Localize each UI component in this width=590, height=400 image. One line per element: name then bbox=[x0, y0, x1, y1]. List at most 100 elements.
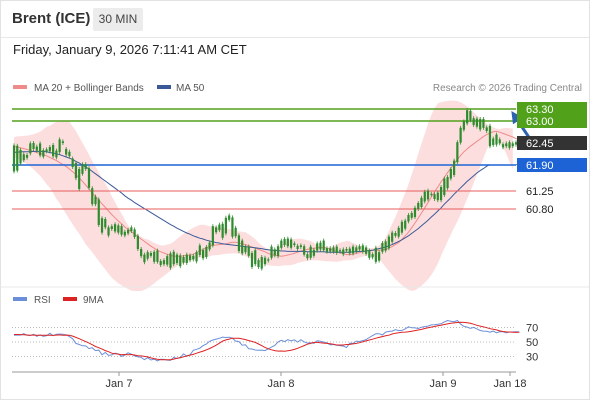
candle-body bbox=[32, 143, 35, 149]
candle-body bbox=[456, 142, 459, 163]
candle-body bbox=[257, 260, 260, 267]
candle-body bbox=[439, 187, 443, 201]
x-axis-ticks: Jan 7 Jan 8 Jan 9 Jan 18 bbox=[106, 372, 527, 390]
candle-body bbox=[348, 248, 351, 254]
candle-body bbox=[221, 223, 224, 238]
candle-body bbox=[182, 257, 185, 263]
candle-body bbox=[309, 246, 312, 258]
candle-body bbox=[146, 252, 149, 259]
candle-body bbox=[312, 249, 316, 256]
candle-body bbox=[260, 257, 263, 269]
candle-body bbox=[433, 194, 436, 199]
timestamp: Friday, January 9, 2026 7:11:41 AM CET bbox=[13, 42, 247, 57]
candle-body bbox=[100, 218, 104, 233]
candle-body bbox=[91, 188, 94, 205]
candle-body bbox=[404, 220, 407, 229]
rsi-lines bbox=[13, 319, 520, 362]
rsi-ma-legend-label: 9MA bbox=[83, 295, 104, 306]
candle-body bbox=[205, 247, 208, 257]
candle-body bbox=[479, 119, 482, 130]
resistance-label-box bbox=[517, 102, 587, 116]
candle-body bbox=[136, 235, 139, 249]
candle-body bbox=[228, 215, 231, 220]
candle-body bbox=[211, 226, 214, 246]
candle-body bbox=[325, 248, 329, 252]
candle-body bbox=[29, 143, 32, 154]
candle-body bbox=[492, 138, 495, 145]
candle-body bbox=[276, 246, 280, 257]
candle-body bbox=[368, 250, 371, 258]
candle-body bbox=[355, 247, 358, 252]
candle-body bbox=[12, 145, 16, 172]
candle-body bbox=[391, 232, 394, 242]
candle-body bbox=[449, 169, 452, 179]
timeframe-button[interactable]: 30 MIN bbox=[93, 8, 143, 31]
candle-body bbox=[400, 221, 404, 233]
rsi-ma-line bbox=[14, 321, 520, 361]
candle-body bbox=[273, 249, 276, 256]
candle-body bbox=[140, 249, 143, 257]
candle-body bbox=[48, 147, 51, 152]
candle-body bbox=[234, 227, 237, 237]
candle-body bbox=[270, 246, 273, 258]
candle-body bbox=[201, 250, 205, 259]
candle-body bbox=[501, 144, 505, 148]
candle-body bbox=[162, 260, 166, 265]
candle-body bbox=[443, 178, 446, 195]
pivot-label-box bbox=[517, 158, 587, 172]
candle-body bbox=[237, 235, 241, 251]
candle-body bbox=[381, 243, 384, 252]
candle-body bbox=[342, 249, 345, 255]
candle-body bbox=[482, 119, 485, 128]
candle-body bbox=[143, 254, 146, 263]
rsi-axis-label: 30 bbox=[526, 352, 538, 364]
candle-body bbox=[364, 247, 368, 254]
candle-body bbox=[127, 229, 130, 234]
candle-body bbox=[81, 164, 84, 174]
candle-body bbox=[283, 239, 286, 245]
candle-body bbox=[459, 127, 462, 143]
candle-body bbox=[74, 163, 78, 179]
last-label: 62.45 bbox=[526, 138, 554, 150]
candle-body bbox=[296, 245, 299, 249]
candle-body bbox=[453, 160, 456, 175]
candle-body bbox=[113, 224, 117, 232]
candle-body bbox=[387, 236, 390, 249]
candle-body bbox=[153, 251, 156, 262]
candle-body bbox=[472, 118, 475, 125]
candle-body bbox=[319, 242, 322, 250]
candle-body bbox=[413, 207, 417, 217]
support-label: 60.80 bbox=[526, 204, 554, 216]
candle-body bbox=[410, 213, 413, 218]
candle-body bbox=[94, 196, 97, 205]
candle-body bbox=[159, 261, 162, 265]
candle-body bbox=[361, 245, 364, 252]
candle-body bbox=[498, 139, 501, 144]
candle-body bbox=[117, 225, 120, 233]
instrument-title: Brent (ICE) bbox=[12, 10, 91, 27]
candle-body bbox=[172, 251, 175, 265]
candle-body bbox=[267, 259, 270, 261]
rsi-line bbox=[13, 319, 520, 362]
candle-body bbox=[107, 227, 110, 236]
rsi-legend-label: RSI bbox=[34, 295, 51, 306]
candle-body bbox=[286, 238, 289, 247]
resistance-label-box bbox=[517, 114, 587, 128]
candle-body bbox=[322, 240, 325, 251]
candle-body bbox=[104, 219, 107, 228]
ma50-legend-label: MA 50 bbox=[176, 83, 205, 94]
candle-body bbox=[19, 149, 22, 164]
candle-body bbox=[332, 247, 335, 252]
candle-body bbox=[485, 127, 488, 131]
candle-body bbox=[290, 239, 293, 248]
candle-body bbox=[130, 227, 133, 231]
candle-body bbox=[293, 243, 296, 245]
candle-body bbox=[185, 254, 188, 263]
candle-body bbox=[241, 240, 244, 254]
candle-body bbox=[316, 243, 319, 251]
ma20-legend-swatch bbox=[13, 85, 27, 89]
candle-body bbox=[71, 158, 74, 167]
resistance-label: 63.30 bbox=[526, 104, 554, 116]
rsi-axis-label: 50 bbox=[526, 337, 538, 349]
